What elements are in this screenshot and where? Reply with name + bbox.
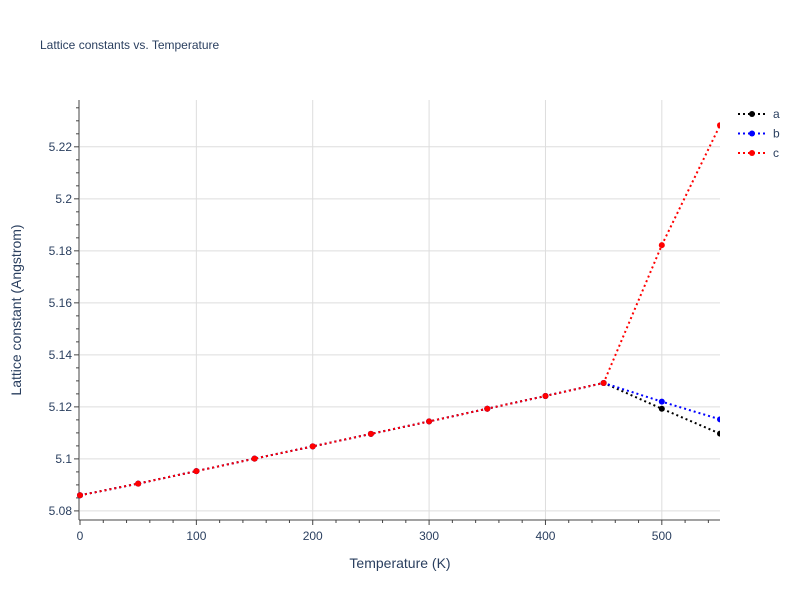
series-c <box>77 122 720 499</box>
series-line-b <box>79 381 720 497</box>
data-point-c <box>251 455 258 462</box>
legend-label: c <box>773 146 779 160</box>
series-b <box>77 379 720 499</box>
legend-marker <box>749 150 755 156</box>
x-tick-label: 500 <box>652 529 672 543</box>
y-tick-label: 5.08 <box>49 504 73 518</box>
data-point-b <box>658 398 665 405</box>
data-point-a <box>658 405 665 412</box>
legend-item-c[interactable]: c <box>738 146 779 160</box>
data-point-c <box>193 468 200 475</box>
axes <box>74 100 720 525</box>
data-point-a <box>717 430 720 437</box>
series-line-a <box>79 381 720 497</box>
data-point-c <box>717 122 720 129</box>
series-line-c <box>79 124 720 497</box>
y-tick-label: 5.2 <box>55 192 72 206</box>
x-tick-label: 200 <box>303 529 323 543</box>
chart-title: Lattice constants vs. Temperature <box>40 38 220 52</box>
legend-label: b <box>773 127 780 141</box>
x-tick-label: 100 <box>186 529 206 543</box>
data-point-c <box>600 379 607 386</box>
x-axis-title: Temperature (K) <box>349 555 450 571</box>
y-tick-label: 5.1 <box>55 452 72 466</box>
y-tick-label: 5.14 <box>49 348 73 362</box>
grid-lines <box>80 100 720 520</box>
y-tick-label: 5.18 <box>49 244 73 258</box>
y-axis-title: Lattice constant (Angstrom) <box>8 224 24 395</box>
data-point-b <box>717 416 720 423</box>
data-point-c <box>426 418 433 425</box>
legend-label: a <box>773 107 780 121</box>
x-tick-label: 400 <box>535 529 555 543</box>
data-point-c <box>367 430 374 437</box>
y-axis-ticks: 5.08 5.1 5.12 5.14 5.16 5.18 5.2 5.22 <box>49 140 73 518</box>
legend-item-a[interactable]: a <box>738 107 780 121</box>
legend-item-b[interactable]: b <box>738 127 780 141</box>
x-axis-ticks: 0 100 200 300 400 500 <box>77 529 672 543</box>
x-tick-label: 300 <box>419 529 439 543</box>
y-tick-label: 5.12 <box>49 400 73 414</box>
data-point-c <box>542 392 549 399</box>
legend-marker <box>749 130 755 137</box>
data-point-c <box>309 443 316 450</box>
data-point-c <box>135 480 142 487</box>
legend[interactable]: abc <box>738 107 780 160</box>
x-tick-label: 0 <box>77 529 84 543</box>
data-point-c <box>658 242 665 249</box>
data-point-c <box>484 405 491 412</box>
y-tick-label: 5.22 <box>49 140 73 154</box>
series-a <box>77 379 720 499</box>
legend-marker <box>749 111 755 117</box>
series-group <box>77 122 720 499</box>
data-point-c <box>77 492 83 499</box>
y-tick-label: 5.16 <box>49 296 73 310</box>
